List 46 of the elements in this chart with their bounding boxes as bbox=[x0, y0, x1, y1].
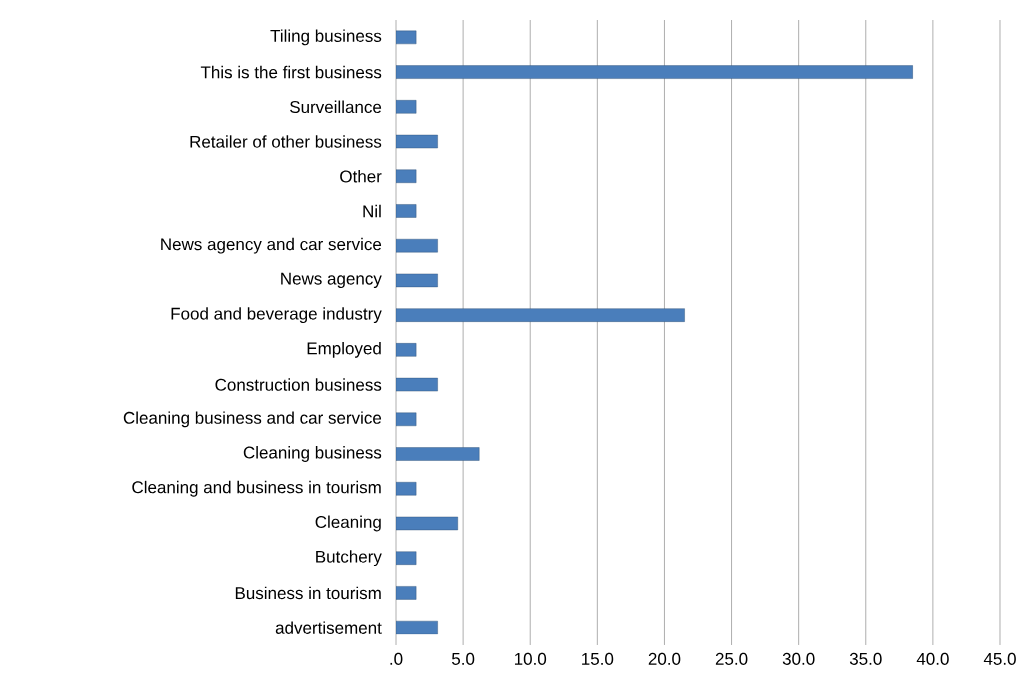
y-tick-label: News agency and car service bbox=[161, 237, 382, 254]
bar bbox=[396, 30, 417, 45]
y-tick-label: This is the first business bbox=[200, 65, 382, 79]
x-tick-label: 30.0 bbox=[782, 652, 815, 665]
y-tick-label: News agency bbox=[281, 272, 382, 289]
y-tick-label: Tiling business bbox=[270, 29, 382, 46]
x-tick-label: 45.0 bbox=[983, 652, 1016, 665]
bar bbox=[396, 204, 417, 218]
x-tick-label: 25.0 bbox=[715, 652, 748, 665]
bar bbox=[396, 65, 913, 79]
bar bbox=[396, 482, 417, 496]
x-tick-label: .0 bbox=[390, 652, 403, 665]
y-tick-label: Surveillance bbox=[290, 100, 382, 114]
bar bbox=[396, 343, 417, 357]
x-tick-label: 20.0 bbox=[648, 652, 681, 665]
x-tick-label: 35.0 bbox=[849, 652, 882, 665]
bar bbox=[396, 238, 438, 253]
bar bbox=[396, 620, 438, 635]
y-tick-label: Business in tourism bbox=[235, 586, 381, 600]
y-tick-label: Construction business bbox=[215, 378, 382, 391]
y-tick-label: Cleaning bbox=[315, 515, 381, 532]
bar bbox=[396, 586, 417, 600]
bar bbox=[396, 308, 685, 322]
bar bbox=[396, 516, 458, 531]
bar bbox=[396, 447, 480, 461]
y-tick-label: Food and beverage industry bbox=[171, 307, 382, 324]
x-tick-label: 10.0 bbox=[514, 652, 547, 665]
y-tick-label: Cleaning business and car service bbox=[123, 411, 382, 428]
x-tick-label: 15.0 bbox=[582, 652, 614, 665]
bar bbox=[396, 169, 417, 183]
x-tick-label: 5.0 bbox=[451, 652, 475, 665]
y-tick-label: Butchery bbox=[316, 550, 382, 567]
y-tick-label: Cleaning and business in tourism bbox=[132, 480, 381, 497]
bar bbox=[396, 412, 417, 426]
bar bbox=[396, 377, 438, 392]
y-tick-label: Retailer of other business bbox=[190, 135, 382, 148]
y-tick-label: Employed bbox=[307, 341, 381, 358]
bar bbox=[396, 551, 417, 565]
y-tick-label: advertisement bbox=[275, 621, 382, 634]
bar bbox=[396, 100, 417, 114]
y-tick-label: Cleaning business bbox=[243, 446, 382, 462]
y-tick-label: Nil bbox=[363, 204, 381, 218]
y-tick-label: Other bbox=[340, 170, 382, 183]
bar bbox=[396, 134, 438, 149]
x-tick-label: 40.0 bbox=[916, 652, 949, 665]
bar bbox=[396, 273, 438, 288]
